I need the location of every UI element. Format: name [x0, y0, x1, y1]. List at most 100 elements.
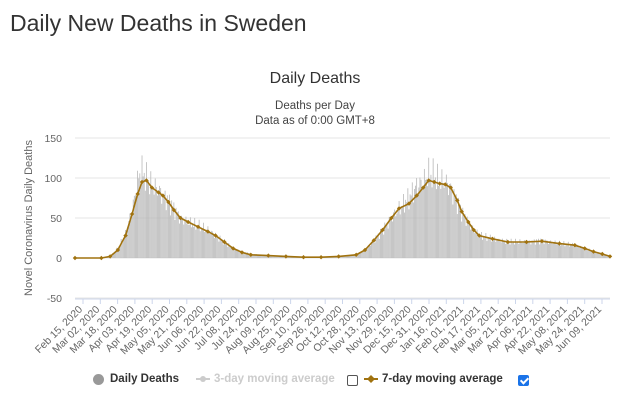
bar[interactable] — [345, 255, 347, 258]
bar[interactable] — [552, 243, 554, 258]
bar[interactable] — [460, 204, 461, 258]
bar[interactable] — [132, 199, 134, 258]
bar[interactable] — [594, 252, 596, 258]
bar[interactable] — [240, 251, 242, 258]
bar[interactable] — [133, 195, 135, 258]
bar[interactable] — [272, 255, 274, 258]
bar[interactable] — [129, 213, 131, 258]
bar[interactable] — [544, 239, 546, 258]
bar[interactable] — [170, 215, 171, 258]
bar[interactable] — [270, 255, 271, 258]
bar[interactable] — [273, 256, 275, 258]
bar[interactable] — [166, 195, 168, 258]
bar[interactable] — [195, 229, 197, 258]
bar[interactable] — [211, 231, 213, 258]
bar[interactable] — [520, 242, 522, 258]
bar[interactable] — [497, 238, 499, 258]
bar[interactable] — [152, 189, 154, 258]
bar[interactable] — [356, 254, 358, 258]
bar[interactable] — [242, 251, 244, 258]
bar[interactable] — [405, 199, 407, 258]
bar[interactable] — [151, 187, 153, 258]
bar[interactable] — [221, 239, 223, 258]
bar[interactable] — [187, 224, 189, 258]
bar[interactable] — [202, 229, 203, 258]
bar[interactable] — [183, 224, 185, 258]
bar[interactable] — [154, 178, 156, 258]
bar[interactable] — [578, 247, 580, 258]
bar[interactable] — [141, 155, 143, 258]
bar[interactable] — [471, 225, 472, 258]
bar[interactable] — [259, 254, 260, 258]
bar[interactable] — [358, 254, 359, 258]
bar[interactable] — [464, 214, 466, 258]
bar[interactable] — [147, 182, 148, 258]
bar[interactable] — [227, 246, 229, 258]
bar[interactable] — [204, 232, 206, 258]
bar[interactable] — [244, 252, 246, 258]
bar[interactable] — [173, 202, 175, 258]
bar[interactable] — [500, 242, 502, 258]
bar[interactable] — [409, 194, 411, 258]
bar[interactable] — [115, 251, 117, 258]
bar[interactable] — [222, 244, 224, 258]
bar[interactable] — [186, 223, 188, 258]
bar[interactable] — [560, 245, 561, 258]
bar[interactable] — [176, 212, 178, 258]
bar[interactable] — [377, 233, 379, 258]
bar[interactable] — [230, 246, 232, 258]
bar[interactable] — [496, 240, 498, 258]
bar[interactable] — [541, 240, 543, 258]
bar[interactable] — [262, 255, 264, 258]
bar[interactable] — [489, 234, 491, 258]
bar[interactable] — [438, 185, 440, 258]
bar[interactable] — [412, 202, 414, 258]
bar[interactable] — [283, 256, 285, 258]
bar[interactable] — [453, 189, 455, 258]
bar[interactable] — [226, 243, 227, 258]
bar[interactable] — [159, 185, 160, 258]
bar[interactable] — [561, 243, 563, 258]
bar[interactable] — [274, 255, 276, 258]
bar[interactable] — [198, 219, 200, 258]
legend-item-daily-deaths[interactable]: Daily Deaths — [93, 373, 179, 385]
bar[interactable] — [507, 242, 509, 258]
bar[interactable] — [370, 245, 371, 258]
bar[interactable] — [469, 223, 470, 258]
bar[interactable] — [515, 238, 516, 258]
bar[interactable] — [396, 213, 398, 258]
bar[interactable] — [381, 231, 382, 258]
bar[interactable] — [548, 244, 549, 258]
bar[interactable] — [353, 255, 355, 258]
bar[interactable] — [225, 243, 226, 258]
bar[interactable] — [439, 184, 441, 258]
bar[interactable] — [590, 250, 592, 258]
bar[interactable] — [433, 182, 435, 258]
bar[interactable] — [128, 221, 130, 258]
bar[interactable] — [232, 247, 234, 258]
bar[interactable] — [340, 256, 342, 258]
bar[interactable] — [414, 189, 415, 258]
bar[interactable] — [572, 242, 574, 258]
bar[interactable] — [504, 241, 505, 258]
bar[interactable] — [472, 225, 474, 258]
bar[interactable] — [431, 187, 433, 258]
bar[interactable] — [347, 255, 348, 258]
bar[interactable] — [146, 162, 147, 258]
bar[interactable] — [140, 184, 142, 258]
bar[interactable] — [407, 188, 409, 258]
bar[interactable] — [606, 255, 608, 258]
bar[interactable] — [208, 232, 210, 258]
bar[interactable] — [556, 243, 558, 258]
bar[interactable] — [236, 250, 237, 258]
bar[interactable] — [389, 217, 391, 258]
bar[interactable] — [420, 179, 422, 258]
bar[interactable] — [199, 231, 201, 258]
checkbox-3-day-moving-average[interactable] — [347, 375, 358, 386]
bar[interactable] — [603, 254, 604, 258]
bar[interactable] — [385, 225, 387, 258]
bar[interactable] — [470, 229, 471, 258]
bar[interactable] — [400, 206, 402, 258]
bar[interactable] — [477, 237, 479, 258]
bar[interactable] — [343, 256, 345, 258]
